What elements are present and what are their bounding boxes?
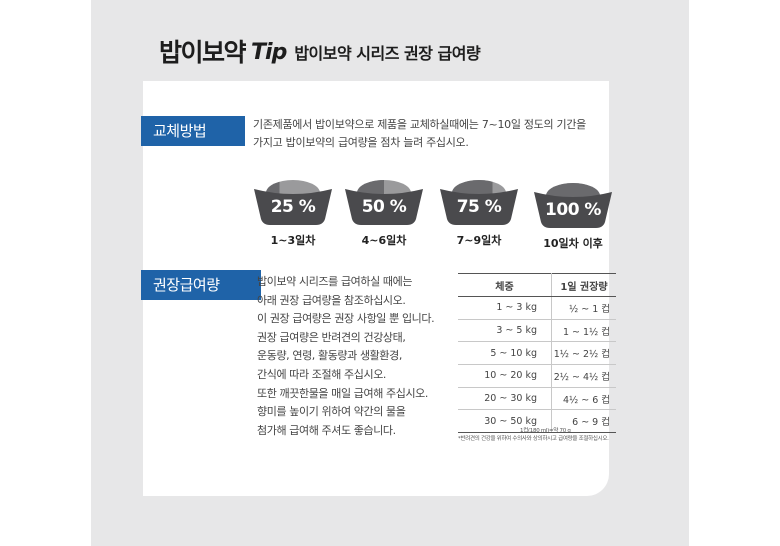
amount-cell: 6 ~ 9 컵 bbox=[551, 409, 616, 434]
feeding-line: 밥이보약 시리즈를 급여하실 때에는 bbox=[257, 275, 413, 288]
bowl-percent-label: 75 % bbox=[456, 197, 502, 217]
bowl-percent-label: 100 % bbox=[545, 200, 601, 220]
weight-cell: 30 ~ 50 kg bbox=[458, 409, 552, 434]
bowl-caption-100: 10일차 이후 bbox=[543, 237, 603, 250]
amount-cell: 4½ ~ 6 컵 bbox=[551, 387, 616, 411]
exchange-description-line-1: 기존제품에서 밥이보약으로 제품을 교체하실때에는 7~10일 정도의 기간을 bbox=[253, 118, 586, 131]
page-title: 밥이보약 시리즈 권장 급여량 bbox=[294, 44, 481, 63]
bowl-25: 25 % bbox=[250, 175, 336, 235]
weight-cell: 20 ~ 30 kg bbox=[458, 387, 552, 411]
page-header: 밥이보약 Tip 밥이보약 시리즈 권장 급여량 bbox=[159, 34, 481, 68]
bowl-icon bbox=[534, 183, 612, 228]
exchange-method-tag: 교체방법 bbox=[141, 116, 245, 146]
table-header-row: 체중 1일 권장량 bbox=[458, 273, 616, 297]
bowl-body bbox=[345, 189, 423, 225]
brand-logo: 밥이보약 bbox=[159, 38, 247, 67]
tip-logo: Tip bbox=[251, 40, 287, 65]
bowl-100: 100 % bbox=[530, 178, 616, 238]
feeding-instructions: 밥이보약 시리즈를 급여하실 때에는 아래 권장 급여량을 참조하십시오. 이 … bbox=[257, 273, 457, 440]
bowl-caption-25: 1~3일차 bbox=[270, 234, 316, 247]
bowl-icon bbox=[254, 180, 332, 225]
table-row: 20 ~ 30 kg 4½ ~ 6 컵 bbox=[458, 387, 616, 411]
feeding-line: 아래 권장 급여량을 참조하십시오. bbox=[257, 293, 406, 307]
recommended-feeding-tag: 권장급여량 bbox=[141, 270, 261, 300]
bowl-caption-50: 4~6일차 bbox=[361, 234, 407, 247]
bowl-icon bbox=[345, 180, 423, 225]
bowl-body bbox=[254, 189, 332, 225]
bowl-icon bbox=[440, 180, 518, 225]
table-row: 3 ~ 5 kg 1 ~ 1½ 컵 bbox=[458, 319, 616, 343]
bowl-75: 75 % bbox=[436, 175, 522, 235]
bowl-body bbox=[534, 192, 612, 228]
bowl-body bbox=[440, 189, 518, 225]
new-food-mound bbox=[546, 183, 600, 198]
amount-cell: 1½ ~ 2½ 컵 bbox=[551, 341, 616, 366]
feeding-line: 이 권장 급여량은 권장 사항일 뿐 입니다. bbox=[257, 312, 435, 326]
table-row: 1 ~ 3 kg ½ ~ 1 컵 bbox=[458, 296, 616, 320]
weight-header: 체중 bbox=[458, 273, 552, 297]
feeding-line: 운동량, 연령, 활동량과 생활환경, bbox=[257, 349, 402, 363]
table-row: 30 ~ 50 kg 6 ~ 9 컵 bbox=[458, 409, 616, 434]
exchange-description: 기존제품에서 밥이보약으로 제품을 교체하실때에는 7~10일 정도의 기간을 … bbox=[253, 116, 623, 152]
amount-header: 1일 권장량 bbox=[551, 273, 616, 297]
bowl-percent-label: 25 % bbox=[270, 197, 316, 217]
feeding-line: 향미를 높이기 위하여 약간의 물을 bbox=[257, 405, 406, 419]
weight-cell: 10 ~ 20 kg bbox=[458, 364, 552, 388]
bowl-percent-label: 50 % bbox=[361, 197, 407, 217]
cup-note: 1컵(180 ml)=약 70 g bbox=[520, 428, 571, 434]
new-food-mound bbox=[452, 180, 493, 195]
feeding-line: 또한 깨끗한물을 매일 급여해 주십시오. bbox=[257, 386, 429, 400]
amount-cell: ½ ~ 1 컵 bbox=[551, 296, 616, 320]
bowl-50: 50 % bbox=[341, 175, 427, 235]
table-row: 10 ~ 20 kg 2½ ~ 4½ 컵 bbox=[458, 364, 616, 388]
feeding-line: 간식에 따라 조절해 주십시오. bbox=[257, 367, 387, 381]
feeding-table: 체중 1일 권장량 1 ~ 3 kg ½ ~ 1 컵 3 ~ 5 kg 1 ~ 1½… bbox=[458, 273, 616, 434]
exchange-description-line-2: 가지고 밥이보약의 급여량을 점차 늘려 주십시오. bbox=[253, 136, 469, 149]
weight-cell: 3 ~ 5 kg bbox=[458, 319, 552, 343]
bowl-caption-75: 7~9일차 bbox=[456, 234, 502, 247]
vet-note: *반려견의 건강을 위하여 수의사와 상의하시고 급여량을 조절하십시오. bbox=[458, 436, 609, 442]
amount-cell: 2½ ~ 4½ 컵 bbox=[551, 364, 616, 388]
feeding-line: 첨가해 급여해 주셔도 좋습니다. bbox=[257, 423, 396, 437]
weight-cell: 5 ~ 10 kg bbox=[458, 341, 552, 366]
new-food-mound bbox=[357, 180, 384, 195]
feeding-line: 권장 급여량은 반려견의 건강상태, bbox=[257, 330, 406, 344]
amount-cell: 1 ~ 1½ 컵 bbox=[551, 319, 616, 343]
table-row: 5 ~ 10 kg 1½ ~ 2½ 컵 bbox=[458, 341, 616, 366]
weight-cell: 1 ~ 3 kg bbox=[458, 296, 552, 320]
